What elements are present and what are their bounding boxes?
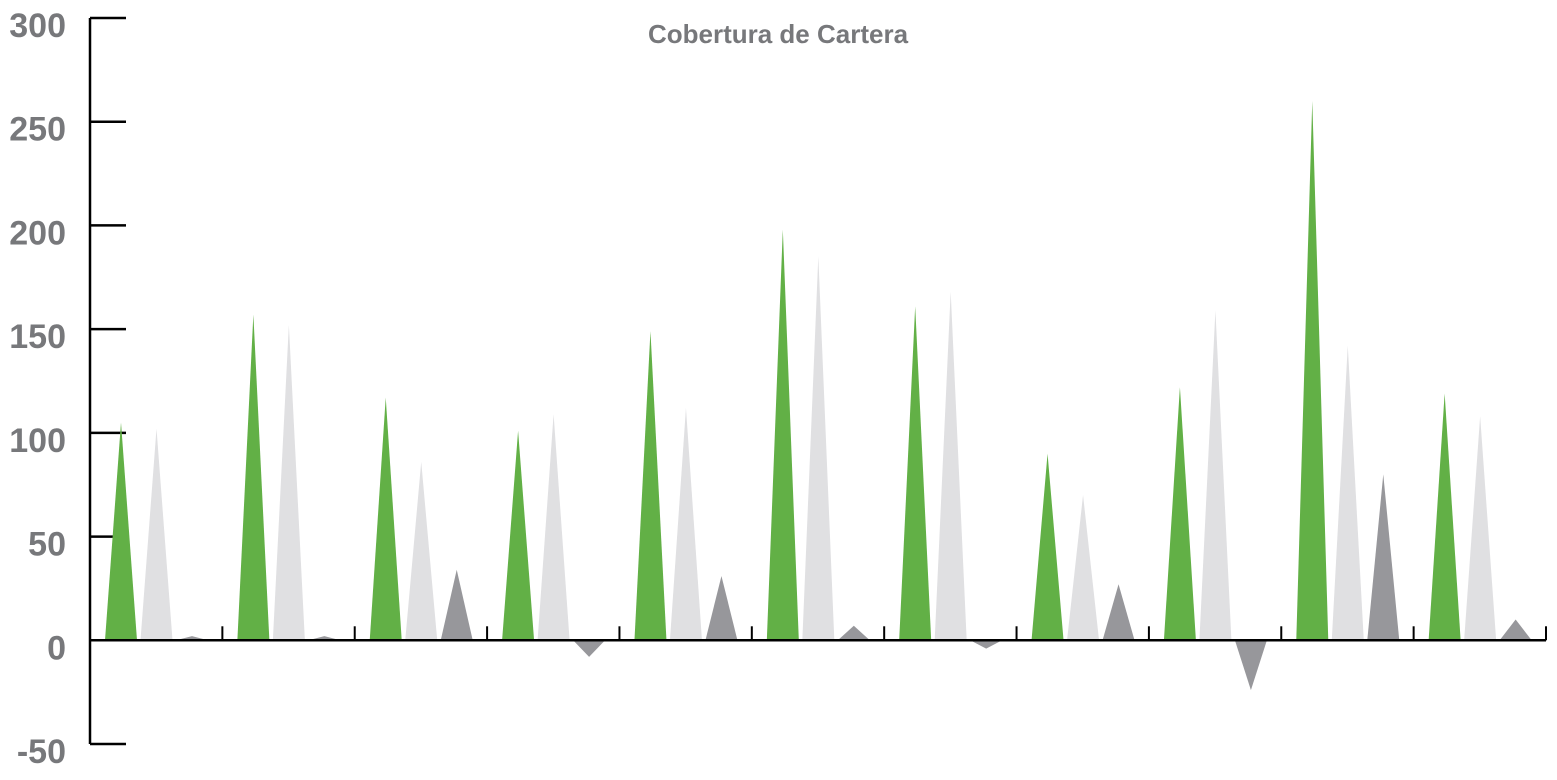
y-tick-label: 300 xyxy=(9,7,66,45)
bar xyxy=(1102,584,1135,641)
bar xyxy=(934,291,967,641)
y-tick-label: 200 xyxy=(9,214,66,252)
bar xyxy=(1499,619,1532,641)
bar xyxy=(1067,495,1100,641)
y-tick-label: 100 xyxy=(9,422,66,460)
chart-title: Cobertura de Cartera xyxy=(648,19,909,49)
bar xyxy=(405,461,438,641)
y-tick-label: 150 xyxy=(9,318,66,356)
bar xyxy=(105,422,137,641)
bar xyxy=(1163,387,1196,641)
y-tick-label: 250 xyxy=(9,111,66,149)
bar xyxy=(140,428,173,641)
bar xyxy=(1464,416,1497,641)
bar xyxy=(537,414,570,641)
bar xyxy=(802,256,835,641)
bar xyxy=(970,640,1003,649)
bar xyxy=(837,625,870,641)
bar xyxy=(1296,100,1329,641)
bar xyxy=(237,314,270,641)
bar xyxy=(634,331,667,641)
y-tick-label: 50 xyxy=(28,526,66,564)
bar xyxy=(1199,310,1232,641)
bar xyxy=(766,229,799,641)
bar xyxy=(369,397,402,641)
bar xyxy=(1234,640,1267,691)
bar xyxy=(669,407,702,641)
bar xyxy=(573,640,606,657)
bar xyxy=(899,306,932,641)
bar xyxy=(1031,453,1064,641)
bar xyxy=(705,575,738,641)
y-tick-label: -50 xyxy=(17,733,66,771)
bar xyxy=(440,569,473,641)
bar xyxy=(272,324,305,641)
bar xyxy=(1428,393,1461,641)
y-tick-label: 0 xyxy=(47,629,66,667)
bar xyxy=(1331,345,1364,641)
bar xyxy=(502,430,535,641)
bar xyxy=(1367,474,1400,641)
